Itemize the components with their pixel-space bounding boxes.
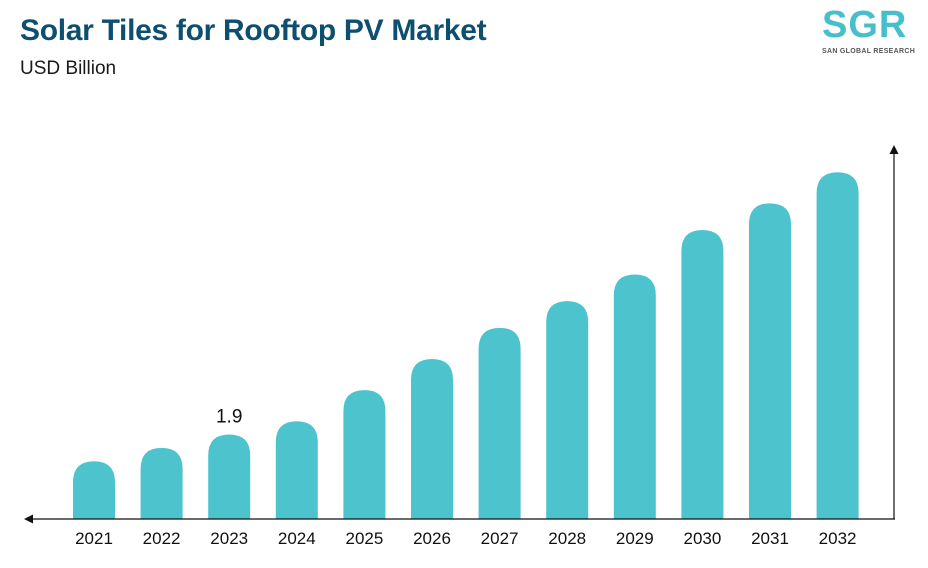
brand-logo: SGR SAN GLOBAL RESEARCH (820, 6, 920, 58)
bar-2022 (140, 447, 183, 519)
x-tick-label: 2026 (413, 529, 451, 548)
bar-2025 (343, 390, 386, 519)
bar-2031 (749, 203, 791, 519)
bar-2024 (275, 421, 318, 519)
logo-tagline: SAN GLOBAL RESEARCH (822, 48, 916, 55)
x-tick-label: 2031 (751, 529, 789, 548)
x-axis-arrow-icon (24, 514, 33, 524)
bar-2023 (208, 434, 251, 519)
x-tick-label: 2023 (210, 529, 248, 548)
x-tick-label: 2028 (548, 529, 586, 548)
x-tick-label: 2027 (481, 529, 519, 548)
x-tick-label: 2032 (819, 529, 857, 548)
data-label-2023: 1.9 (216, 407, 242, 428)
x-tick-label: 2030 (683, 529, 721, 548)
bar-2028 (546, 301, 589, 519)
logo-mark: SGR (822, 4, 908, 46)
bar-2021 (73, 461, 115, 519)
axes-group (24, 145, 899, 524)
bar-2027 (478, 327, 521, 519)
x-tick-label: 2021 (75, 529, 113, 548)
labels-group: 2021 2022 2023 2024 2025 2026 2027 2028 2029 2030… (75, 407, 856, 548)
x-tick-label: 2029 (616, 529, 654, 548)
bar-2029 (613, 274, 656, 519)
chart-title: Solar Tiles for Rooftop PV Market (20, 14, 487, 47)
x-tick-label: 2022 (143, 529, 181, 548)
chart-subtitle: USD Billion (20, 58, 117, 79)
bar-2026 (411, 358, 453, 519)
y-axis-arrow-icon (889, 145, 899, 154)
x-tick-label: 2024 (278, 529, 316, 548)
bar-2030 (681, 230, 724, 519)
bars-group (73, 172, 859, 519)
x-tick-label: 2025 (345, 529, 383, 548)
bar-2032 (816, 172, 859, 519)
